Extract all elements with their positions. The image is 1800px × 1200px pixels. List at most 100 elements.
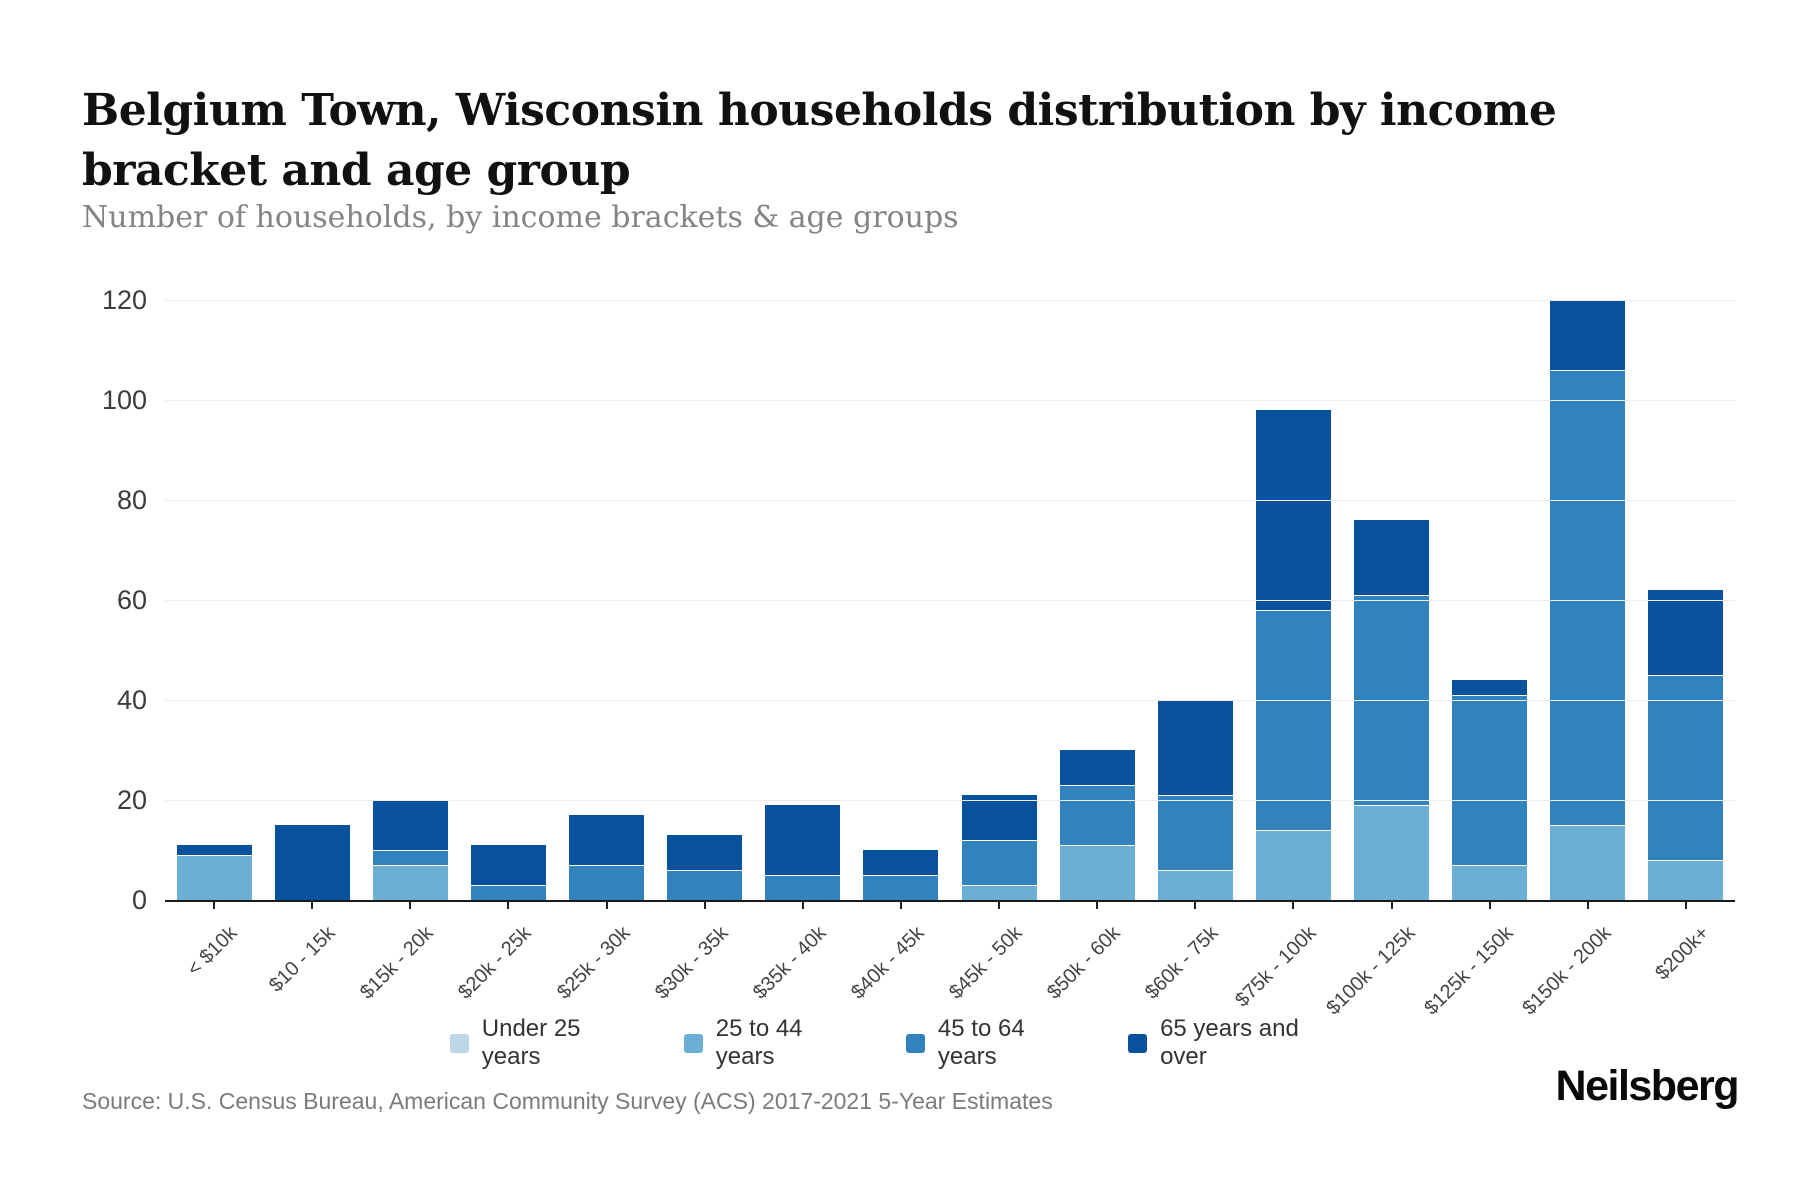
bar-segment[interactable] bbox=[372, 850, 448, 865]
legend: Under 25 years 25 to 44 years 45 to 64 yea… bbox=[450, 1015, 1350, 1071]
bar[interactable] bbox=[765, 805, 841, 900]
x-tick-label: $100k - 125k bbox=[1321, 922, 1420, 1020]
bar[interactable] bbox=[176, 845, 252, 900]
x-tick-label: $200k+ bbox=[1651, 922, 1714, 985]
gridline bbox=[165, 599, 1735, 601]
bar[interactable] bbox=[1550, 300, 1626, 900]
legend-item[interactable]: 25 to 44 years bbox=[684, 1015, 866, 1071]
bar-segment[interactable] bbox=[667, 870, 743, 900]
bar-segment[interactable] bbox=[1452, 865, 1528, 900]
x-tick-label: $45k - 50k bbox=[945, 922, 1027, 1004]
source-note: Source: U.S. Census Bureau, American Com… bbox=[82, 1088, 1053, 1114]
bar-segment[interactable] bbox=[765, 875, 841, 900]
gridline bbox=[165, 399, 1735, 401]
bar-segment[interactable] bbox=[1452, 680, 1528, 695]
legend-label: Under 25 years bbox=[481, 1015, 581, 1070]
bar-segment[interactable] bbox=[1550, 825, 1626, 900]
bar-segment[interactable] bbox=[1157, 795, 1233, 870]
bar[interactable] bbox=[1157, 700, 1233, 900]
bar-segment[interactable] bbox=[1550, 370, 1626, 825]
bar[interactable] bbox=[1648, 590, 1724, 900]
legend-swatch bbox=[684, 1033, 703, 1053]
x-tick-mark bbox=[1488, 902, 1491, 909]
bar-segment[interactable] bbox=[176, 855, 252, 900]
legend-swatch bbox=[906, 1033, 925, 1053]
bar[interactable] bbox=[1255, 410, 1331, 900]
bar[interactable] bbox=[1059, 750, 1135, 900]
bar[interactable] bbox=[470, 845, 546, 900]
plot-area: < $10k $10 - 15k $15k - 20k $20k - 25k $25k … bbox=[102, 287, 1735, 1019]
legend-label: 65 years and over bbox=[1160, 1015, 1299, 1070]
x-tick-mark bbox=[507, 902, 510, 909]
bar-segment[interactable] bbox=[1648, 860, 1724, 900]
x-tick-mark bbox=[1586, 902, 1589, 909]
bar-segment[interactable] bbox=[961, 840, 1037, 885]
x-tick-label: $10 - 15k bbox=[265, 922, 340, 997]
bar[interactable] bbox=[961, 795, 1037, 900]
bar-segment[interactable] bbox=[765, 805, 841, 875]
x-tick-label: $60k - 75k bbox=[1141, 922, 1223, 1004]
legend-item[interactable]: 45 to 64 years bbox=[906, 1015, 1088, 1071]
bar-segment[interactable] bbox=[1059, 785, 1135, 845]
bar[interactable] bbox=[569, 815, 645, 900]
x-tick-mark bbox=[311, 902, 314, 909]
x-tick-mark bbox=[409, 902, 412, 909]
x-tick-label: $25k - 30k bbox=[552, 922, 635, 1004]
bar-segment[interactable] bbox=[372, 865, 448, 900]
x-tick-label: $20k - 25k bbox=[454, 922, 536, 1004]
bar[interactable] bbox=[667, 835, 743, 900]
bar-segment[interactable] bbox=[569, 815, 645, 865]
x-tick-mark bbox=[213, 902, 216, 909]
bar-segment[interactable] bbox=[1157, 870, 1233, 900]
x-tick-mark bbox=[1684, 902, 1687, 909]
bar-segment[interactable] bbox=[1452, 695, 1528, 865]
bar[interactable] bbox=[863, 850, 939, 900]
bar-segment[interactable] bbox=[863, 850, 939, 875]
bar-segment[interactable] bbox=[274, 825, 350, 900]
gridline bbox=[165, 299, 1735, 301]
x-tick-mark bbox=[1194, 902, 1197, 909]
legend-item[interactable]: Under 25 years bbox=[450, 1015, 644, 1071]
bar-segment[interactable] bbox=[1157, 700, 1233, 795]
bar[interactable] bbox=[1354, 520, 1430, 900]
y-tick-label: 40 bbox=[116, 685, 147, 715]
bar[interactable] bbox=[372, 800, 448, 900]
bar-segment[interactable] bbox=[470, 845, 546, 885]
x-tick-mark bbox=[1292, 902, 1295, 909]
bar-segment[interactable] bbox=[470, 885, 546, 900]
bar-segment[interactable] bbox=[1255, 830, 1331, 900]
x-tick-label: $50k - 60k bbox=[1043, 922, 1125, 1004]
bar[interactable] bbox=[274, 825, 350, 900]
bar-segment[interactable] bbox=[961, 795, 1037, 840]
x-tick-label: $15k - 20k bbox=[356, 922, 438, 1004]
bar-segment[interactable] bbox=[1354, 805, 1430, 900]
bar[interactable] bbox=[1452, 680, 1528, 900]
bar-segment[interactable] bbox=[1059, 845, 1135, 900]
legend-item[interactable]: 65 years and over bbox=[1128, 1015, 1350, 1071]
bar-segment[interactable] bbox=[1255, 610, 1331, 830]
gridline bbox=[165, 699, 1735, 701]
x-tick-label: < $10k bbox=[183, 922, 242, 981]
y-tick-label: 60 bbox=[116, 585, 147, 615]
x-tick-mark bbox=[1390, 902, 1393, 909]
bar-segment[interactable] bbox=[863, 875, 939, 900]
x-tick-label: $35k - 40k bbox=[748, 922, 831, 1004]
x-tick-mark bbox=[703, 902, 706, 909]
bar-segment[interactable] bbox=[176, 845, 252, 855]
bar-segment[interactable] bbox=[1354, 520, 1430, 595]
bar-segment[interactable] bbox=[1059, 750, 1135, 785]
legend-swatch bbox=[450, 1033, 469, 1053]
bar-segment[interactable] bbox=[372, 800, 448, 850]
bar-segment[interactable] bbox=[1648, 590, 1724, 675]
legend-label: 45 to 64 years bbox=[937, 1015, 1025, 1070]
bar-segment[interactable] bbox=[1255, 410, 1331, 610]
bar-segment[interactable] bbox=[569, 865, 645, 900]
bar-segment[interactable] bbox=[1550, 300, 1626, 370]
x-tick-mark bbox=[1096, 902, 1099, 909]
bar-segment[interactable] bbox=[1648, 675, 1724, 860]
legend-swatch bbox=[1128, 1033, 1148, 1053]
bar-segment[interactable] bbox=[961, 885, 1037, 900]
bar-segment[interactable] bbox=[667, 835, 743, 870]
x-tick-mark bbox=[899, 902, 902, 909]
